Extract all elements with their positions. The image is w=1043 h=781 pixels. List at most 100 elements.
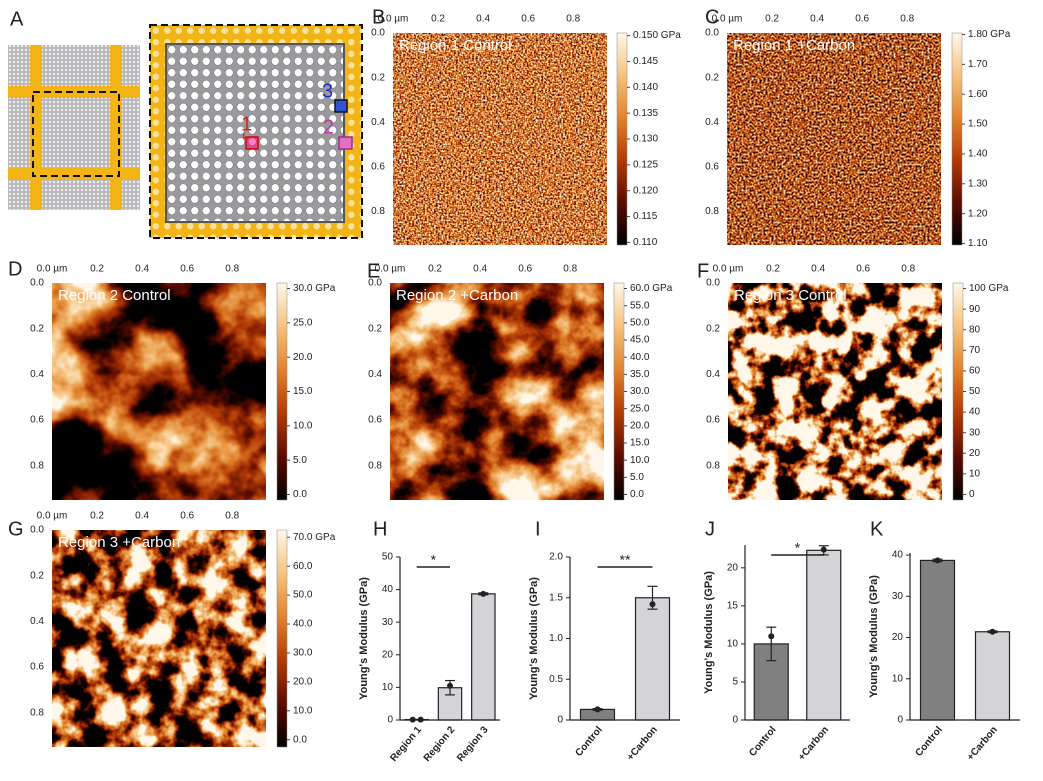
y-tick-label: 20 bbox=[727, 562, 739, 573]
x-tick-label: 0.6 bbox=[856, 264, 870, 275]
bar bbox=[921, 560, 955, 720]
colorbar bbox=[953, 283, 963, 500]
y-tick-label: 50 bbox=[382, 552, 394, 563]
x-tick-label: Region 2 bbox=[422, 724, 458, 764]
colorbar-tick-label: 10 bbox=[969, 468, 981, 479]
colorbar-tick-label: 1.20 bbox=[968, 208, 988, 219]
panel-letter: K bbox=[870, 518, 884, 540]
colorbar-tick-label: 5.0 bbox=[293, 455, 307, 466]
x-tick-label: 0.6 bbox=[180, 264, 194, 275]
colorbar-tick-label: 30.0 bbox=[293, 648, 313, 659]
x-tick-label: 0.0 µm bbox=[37, 511, 68, 522]
y-tick-label: 2.0 bbox=[549, 552, 563, 563]
colorbar-tick-label: 1.40 bbox=[968, 149, 988, 160]
y-tick-label: 0.6 bbox=[705, 162, 719, 173]
colorbar-tick-label: 55.0 bbox=[630, 300, 650, 311]
y-tick-label: 0.2 bbox=[368, 323, 382, 334]
map-title: Region 1 +Carbon bbox=[733, 37, 855, 54]
colorbar-tick-label: 0.140 bbox=[633, 82, 658, 93]
y-tick-label: 0.6 bbox=[371, 162, 385, 173]
colorbar-tick-label: 1.10 bbox=[968, 238, 988, 249]
data-point bbox=[650, 601, 656, 607]
y-tick-label: 10 bbox=[382, 682, 394, 693]
colorbar-tick-label: 25.0 bbox=[630, 403, 650, 414]
colorbar-tick-label: 30.0 bbox=[630, 386, 650, 397]
region-label: 3 bbox=[322, 80, 333, 102]
afm-map bbox=[393, 33, 607, 245]
x-tick-label: +Carbon bbox=[625, 725, 660, 763]
afm-map bbox=[52, 283, 266, 500]
y-tick-label: 0.4 bbox=[706, 369, 720, 380]
y-tick-label: 0.8 bbox=[30, 460, 44, 471]
x-tick-label: Control bbox=[574, 724, 605, 758]
y-tick-label: 0.6 bbox=[30, 415, 44, 426]
colorbar-tick-label: 20.0 bbox=[630, 420, 650, 431]
x-tick-label: 0.4 bbox=[135, 264, 149, 275]
y-tick-label: 0.4 bbox=[705, 117, 719, 128]
x-tick-label: Control bbox=[914, 724, 945, 758]
y-tick-label: 0.8 bbox=[371, 206, 385, 217]
colorbar-tick-label: 10.0 bbox=[293, 420, 313, 431]
x-tick-label: 0.2 bbox=[765, 14, 779, 25]
region-marker bbox=[339, 137, 352, 149]
x-tick-label: Region 1 bbox=[388, 724, 424, 764]
colorbar-tick-label: 0.115 bbox=[633, 211, 658, 222]
x-tick-label: 0.6 bbox=[855, 14, 869, 25]
y-tick-label: 40 bbox=[892, 550, 904, 561]
panel-letter: D bbox=[8, 258, 22, 280]
colorbar-tick-label: 35.0 bbox=[630, 369, 650, 380]
map-title: Region 2 Control bbox=[58, 287, 171, 304]
y-tick-label: 0.2 bbox=[705, 72, 719, 83]
x-tick-label: 0.8 bbox=[566, 14, 580, 25]
x-tick-label: 0.2 bbox=[766, 264, 780, 275]
y-tick-label: 0.8 bbox=[705, 206, 719, 217]
y-tick-label: 0.2 bbox=[30, 323, 44, 334]
y-tick-label: 1.5 bbox=[549, 592, 563, 603]
x-tick-label: 0.8 bbox=[225, 264, 239, 275]
x-tick-label: Control bbox=[747, 724, 778, 758]
colorbar-tick-label: 0.0 bbox=[293, 489, 307, 500]
region-marker bbox=[335, 100, 347, 112]
schematic: A 1 2 3 bbox=[8, 8, 362, 238]
colorbar-tick-label: 0.0 bbox=[630, 489, 644, 500]
y-tick-label: 0.8 bbox=[368, 460, 382, 471]
colorbar-tick-label: 1.50 bbox=[968, 119, 988, 130]
y-axis-label: Young's Modulus (GPa) bbox=[703, 571, 715, 694]
colorbar-tick-label: 5.0 bbox=[630, 472, 644, 483]
x-tick-label: +Carbon bbox=[965, 725, 1000, 763]
x-tick-label: 0.6 bbox=[521, 14, 535, 25]
colorbar-tick-label: 1.60 bbox=[968, 89, 988, 100]
panel-letter: H bbox=[373, 518, 387, 540]
y-tick-label: 0.0 bbox=[705, 28, 719, 39]
y-tick-label: 15 bbox=[727, 601, 739, 612]
panel-letter: G bbox=[8, 518, 24, 540]
x-tick-label: 0.4 bbox=[476, 14, 490, 25]
y-tick-label: 0 bbox=[387, 715, 393, 726]
y-tick-label: 30 bbox=[382, 617, 394, 628]
y-tick-label: 0.8 bbox=[706, 460, 720, 471]
colorbar-tick-label: 15.0 bbox=[293, 386, 313, 397]
colorbar-tick-label: 70.0 GPa bbox=[293, 532, 336, 543]
colorbar-tick-label: 0.110 bbox=[633, 237, 658, 248]
colorbar-tick-label: 100 GPa bbox=[969, 283, 1009, 294]
x-tick-label: 0.6 bbox=[518, 264, 532, 275]
colorbar-tick-label: 20.0 bbox=[293, 677, 313, 688]
grid-bar bbox=[30, 45, 42, 210]
colorbar-tick-label: 0.145 bbox=[633, 56, 658, 67]
afm-map bbox=[727, 33, 941, 245]
x-tick-label: 0.0 µm bbox=[375, 264, 406, 275]
colorbar-tick-label: 40 bbox=[969, 407, 981, 418]
x-tick-label: 0.4 bbox=[811, 264, 825, 275]
y-tick-label: 0.4 bbox=[30, 616, 44, 627]
y-tick-label: 0.2 bbox=[30, 570, 44, 581]
x-tick-label: 0.2 bbox=[90, 264, 104, 275]
afm-map bbox=[728, 283, 942, 500]
x-tick-label: 0.0 µm bbox=[713, 264, 744, 275]
data-point bbox=[447, 683, 453, 689]
grid-bar bbox=[110, 45, 122, 210]
y-tick-label: 10 bbox=[892, 673, 904, 684]
y-axis-label: Young's Modulus (GPa) bbox=[358, 577, 370, 700]
y-axis-label: Young's Modulus (GPa) bbox=[868, 575, 880, 698]
y-tick-label: 30 bbox=[892, 591, 904, 602]
grid-bar bbox=[8, 168, 140, 180]
